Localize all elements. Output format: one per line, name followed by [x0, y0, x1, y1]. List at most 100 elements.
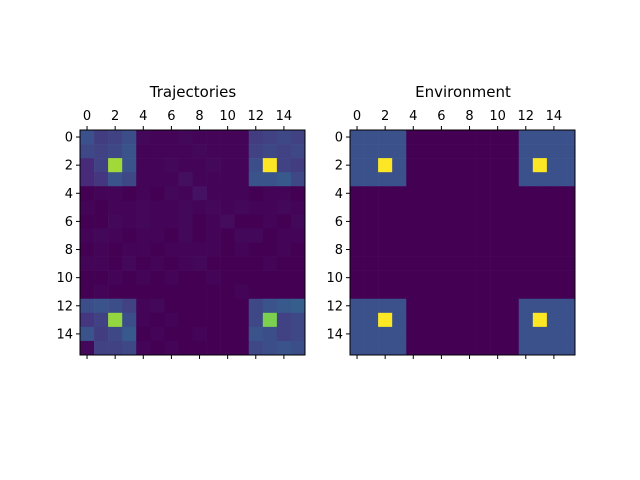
heatmap-cell — [364, 340, 379, 356]
heatmap-cell — [290, 228, 306, 243]
heatmap-cell — [192, 256, 207, 271]
heatmap-cell — [546, 326, 562, 342]
heatmap-cell — [490, 200, 505, 215]
heatmap-cell — [490, 256, 505, 271]
heatmap-cell — [192, 158, 207, 173]
heatmap-cell — [192, 298, 207, 314]
heatmap-cell — [490, 172, 505, 187]
heatmap-cell — [392, 312, 407, 328]
heatmap-cell — [122, 130, 137, 145]
axis-ticks: 0 2 4 6 8 10 12 14 0 2 4 6 8 10 12 14 — [56, 109, 292, 359]
heatmap-cell — [94, 214, 109, 229]
heatmap-cell — [206, 144, 221, 159]
heatmap-cell — [150, 130, 165, 145]
heatmap-cell — [276, 270, 292, 285]
heatmap-cell — [420, 284, 435, 300]
heatmap-cell — [108, 200, 123, 215]
heatmap-cell — [490, 242, 505, 257]
heatmap-cell — [350, 130, 365, 145]
heatmap-cell — [192, 186, 207, 201]
heatmap-cell — [136, 242, 151, 257]
y-tick-label: 4 — [335, 187, 343, 202]
heatmap-cell — [206, 158, 221, 173]
heatmap-cell — [234, 256, 250, 271]
heatmap-cell — [378, 200, 393, 215]
heatmap-cell — [406, 228, 421, 243]
heatmap-cell — [420, 298, 435, 314]
heatmap-cell — [560, 214, 576, 229]
heatmap-cell — [150, 228, 165, 243]
heatmap-cell — [94, 186, 109, 201]
heatmap-cell — [420, 312, 435, 328]
heatmap-cell — [462, 284, 477, 300]
heatmap-cell — [406, 186, 421, 201]
heatmap-cell — [434, 326, 449, 342]
heatmap-cell — [490, 312, 505, 328]
heatmap-cell — [448, 200, 463, 215]
heatmap-cell — [364, 186, 379, 201]
heatmap-cell — [262, 186, 278, 201]
heatmap-cell — [406, 172, 421, 187]
heatmap-cell — [532, 228, 548, 243]
heatmap-cell — [108, 284, 123, 300]
heatmap-cell — [248, 256, 264, 271]
x-tick-label: 0 — [353, 109, 361, 124]
heatmap-cell — [220, 214, 235, 229]
heatmap-cell — [290, 340, 306, 356]
heatmap-cell — [192, 172, 207, 187]
heatmap-cell — [136, 172, 151, 187]
heatmap-cell — [248, 270, 264, 285]
heatmap-cell — [80, 130, 95, 145]
heatmap-cell — [94, 228, 109, 243]
heatmap-cell — [80, 172, 95, 187]
heatmap-cell — [80, 158, 95, 173]
heatmap-cell — [276, 200, 292, 215]
heatmap-cell — [350, 200, 365, 215]
heatmap-cell — [262, 270, 278, 285]
heatmap-cell — [350, 172, 365, 187]
heatmap-cell — [504, 130, 520, 145]
heatmap-cell — [434, 200, 449, 215]
heatmap-cell — [150, 200, 165, 215]
heatmap-cell — [248, 228, 264, 243]
heatmap-cell — [178, 284, 193, 300]
heatmap-cell — [164, 284, 179, 300]
heatmap-cell — [248, 242, 264, 257]
heatmap-cell — [364, 228, 379, 243]
heatmap-cell — [406, 158, 421, 173]
heatmap-cell — [164, 200, 179, 215]
heatmap-cell — [262, 326, 278, 342]
heatmap-cell — [122, 256, 137, 271]
heatmap-cell — [80, 200, 95, 215]
heatmap-cell — [434, 256, 449, 271]
heatmap-cell — [136, 270, 151, 285]
heatmap-cell — [192, 200, 207, 215]
y-tick-label: 10 — [56, 271, 73, 286]
heatmap-cell — [420, 256, 435, 271]
heatmap-cell — [192, 312, 207, 328]
heatmap-cell — [406, 130, 421, 145]
heatmap-cell — [122, 284, 137, 300]
heatmap-cell — [560, 144, 576, 159]
heatmap-cell — [448, 228, 463, 243]
heatmap-cell — [532, 340, 548, 356]
heatmap-cell — [248, 326, 264, 342]
heatmap-cell — [290, 130, 306, 145]
heatmap-cell — [164, 326, 179, 342]
heatmap-cell — [392, 214, 407, 229]
heatmap-cell — [560, 270, 576, 285]
heatmap-cell — [378, 326, 393, 342]
heatmap-cell — [532, 186, 548, 201]
heatmap-cell — [206, 340, 221, 356]
heatmap-cell — [276, 284, 292, 300]
heatmap-cell — [80, 186, 95, 201]
heatmap-cell — [108, 312, 123, 328]
heatmap-cell — [108, 144, 123, 159]
heatmap-cell — [476, 172, 491, 187]
heatmap-cell — [448, 256, 463, 271]
x-tick-label: 4 — [409, 109, 417, 124]
heatmap-cell — [94, 130, 109, 145]
heatmap-cell — [178, 298, 193, 314]
heatmap-cell — [406, 312, 421, 328]
heatmap-cell — [108, 172, 123, 187]
